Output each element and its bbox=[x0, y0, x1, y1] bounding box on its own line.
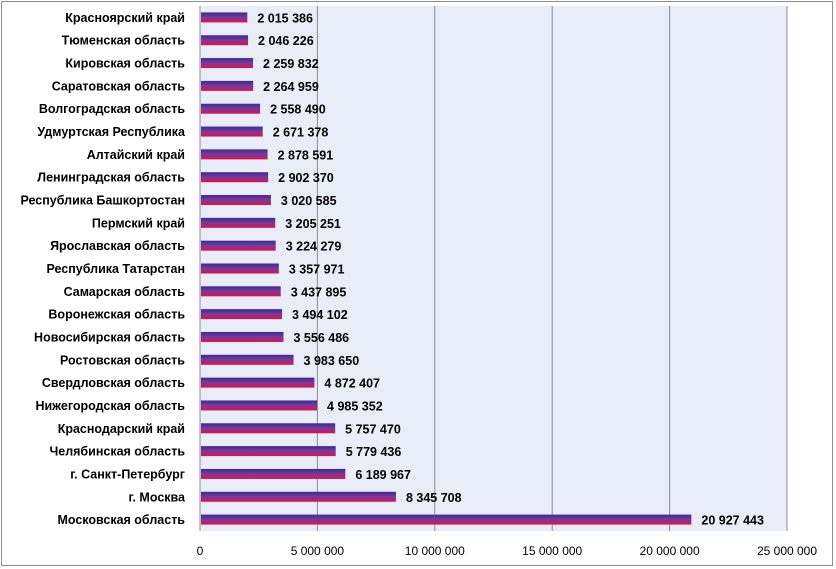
bars bbox=[201, 12, 692, 525]
category-label: Нижегородская область bbox=[35, 399, 185, 413]
data-label: 2 558 490 bbox=[270, 103, 326, 117]
data-label: 3 020 585 bbox=[281, 194, 337, 208]
data-label: 20 927 443 bbox=[701, 514, 764, 528]
data-label: 2 671 378 bbox=[273, 126, 329, 140]
data-label: 2 046 226 bbox=[258, 34, 314, 48]
bar bbox=[201, 309, 283, 320]
data-label: 8 345 708 bbox=[406, 491, 462, 505]
data-label: 3 494 102 bbox=[292, 308, 348, 322]
data-label: 2 878 591 bbox=[278, 148, 334, 162]
category-label: Красноярский край bbox=[65, 11, 185, 25]
bar bbox=[201, 195, 271, 206]
category-label: Краснодарский край bbox=[58, 422, 185, 436]
value-labels: 2 015 386 2 046 226 2 259 832 2 264 959 2 55… bbox=[257, 11, 764, 527]
category-label: Алтайский край bbox=[87, 148, 185, 162]
data-label: 4 985 352 bbox=[327, 399, 383, 413]
data-label: 6 189 967 bbox=[355, 468, 411, 482]
category-label: Удмуртская Республика bbox=[37, 125, 186, 139]
data-label: 3 983 650 bbox=[304, 354, 360, 368]
category-label: Республика Татарстан bbox=[46, 262, 185, 276]
bar bbox=[201, 263, 279, 274]
category-label: Ростовская область bbox=[60, 353, 185, 367]
category-label: Челябинская область bbox=[49, 445, 185, 459]
x-tick-label: 10 000 000 bbox=[405, 544, 465, 558]
data-label: 3 205 251 bbox=[285, 217, 341, 231]
category-label: Новосибирская область bbox=[34, 330, 185, 344]
bar bbox=[201, 103, 261, 114]
category-label: Самарская область bbox=[64, 285, 186, 299]
bar bbox=[201, 35, 249, 46]
bar bbox=[201, 12, 248, 23]
bar bbox=[201, 514, 692, 525]
bar bbox=[201, 149, 268, 160]
bar bbox=[201, 240, 276, 251]
category-label: Московская область bbox=[57, 513, 185, 527]
x-axis-tick-labels: 0 5 000 000 10 000 000 15 000 000 20 000 000… bbox=[197, 544, 818, 558]
bar bbox=[201, 126, 263, 137]
category-label: Республика Башкортостан bbox=[20, 194, 185, 208]
bar bbox=[201, 331, 284, 342]
plot-area bbox=[200, 6, 787, 531]
bar bbox=[201, 286, 281, 297]
data-label: 3 357 971 bbox=[289, 263, 345, 277]
bar bbox=[201, 80, 254, 91]
category-labels: Красноярский край Тюменская область Кировс… bbox=[20, 11, 186, 527]
category-label: Волгоградская область bbox=[39, 102, 185, 116]
category-label: г. Санкт-Петербург bbox=[70, 467, 185, 481]
category-label: Воронежская область bbox=[48, 308, 185, 322]
bar bbox=[201, 217, 276, 228]
bar bbox=[201, 400, 318, 411]
bar bbox=[201, 354, 294, 365]
data-label: 2 015 386 bbox=[257, 11, 313, 25]
category-label: Саратовская область bbox=[52, 79, 186, 93]
category-label: Тюменская область bbox=[62, 34, 186, 48]
data-label: 2 902 370 bbox=[278, 171, 334, 185]
bar bbox=[201, 446, 336, 457]
data-label: 2 264 959 bbox=[263, 80, 319, 94]
x-tick-label: 0 bbox=[197, 544, 204, 558]
category-label: г. Москва bbox=[129, 490, 187, 504]
x-tick-label: 15 000 000 bbox=[522, 544, 582, 558]
gridlines bbox=[316, 6, 788, 531]
category-label: Кировская область bbox=[65, 57, 185, 71]
data-label: 3 556 486 bbox=[294, 331, 350, 345]
category-label: Ленинградская область bbox=[37, 171, 185, 185]
category-label: Пермский край bbox=[92, 216, 185, 230]
data-label: 2 259 832 bbox=[263, 57, 319, 71]
category-label: Свердловская область bbox=[42, 376, 185, 390]
bar bbox=[201, 468, 346, 479]
data-label: 5 779 436 bbox=[346, 445, 402, 459]
x-tick-label: 25 000 000 bbox=[757, 544, 817, 558]
data-label: 3 224 279 bbox=[286, 240, 342, 254]
data-label: 5 757 470 bbox=[345, 422, 401, 436]
bar bbox=[201, 58, 254, 69]
data-label: 3 437 895 bbox=[291, 285, 347, 299]
bar bbox=[201, 491, 396, 502]
bar bbox=[201, 423, 336, 434]
x-tick-label: 20 000 000 bbox=[640, 544, 700, 558]
bar bbox=[201, 377, 315, 388]
bar bbox=[201, 172, 269, 183]
x-tick-label: 5 000 000 bbox=[291, 544, 345, 558]
data-label: 4 872 407 bbox=[324, 377, 380, 391]
category-label: Ярославская область bbox=[50, 239, 185, 253]
